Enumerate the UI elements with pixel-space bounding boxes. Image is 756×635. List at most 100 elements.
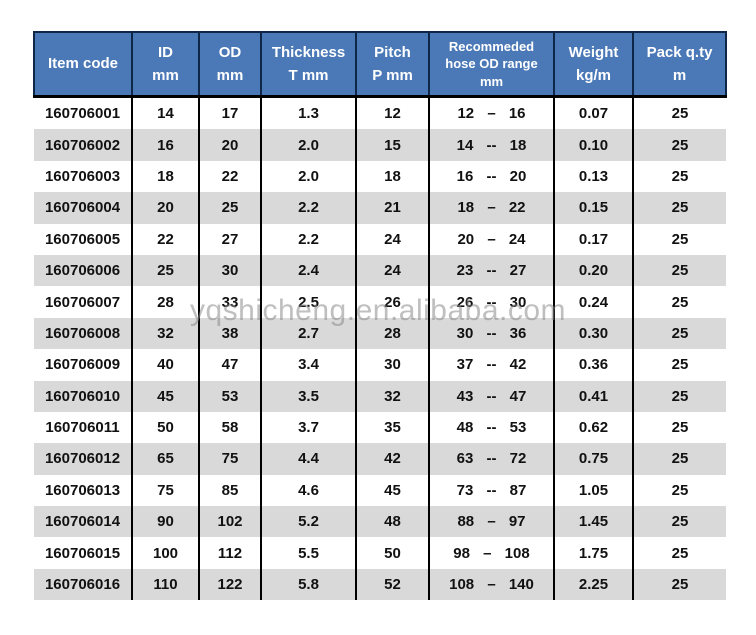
cell-hose-od-range: 23 -- 27: [428, 254, 555, 287]
cell-item-code: 160706012: [34, 443, 133, 475]
cell-pack-qty: 25: [632, 96, 726, 130]
column-header-label: Pitch P mm: [357, 44, 428, 84]
cell-pack-qty: 25: [632, 349, 726, 381]
cell-thickness: 2.4: [260, 254, 357, 287]
cell-item-code: 160706016: [34, 568, 133, 601]
cell-pitch: 32: [355, 380, 430, 412]
cell-id: 65: [131, 443, 200, 475]
header-line: T mm: [288, 66, 329, 84]
cell-hose-od-range: 26 -- 30: [428, 286, 555, 318]
cell-od: 17: [198, 96, 262, 130]
table-header: Item code ID mm OD mm Thickness T mm Pitch P mm R…: [33, 31, 727, 98]
cell-item-code: 160706008: [34, 317, 133, 350]
cell-weight: 2.25: [553, 568, 634, 601]
table-row: 160706014 90 102 5.2 48 88 – 97 1.45 25: [34, 506, 726, 538]
cell-hose-od-range: 43 -- 47: [428, 380, 555, 412]
cell-od: 112: [198, 537, 262, 569]
cell-thickness: 2.2: [260, 223, 357, 255]
cell-od: 22: [198, 160, 262, 193]
cell-weight: 0.10: [553, 129, 634, 161]
cell-item-code: 160706002: [34, 129, 133, 161]
cell-od: 102: [198, 506, 262, 538]
cell-item-code: 160706015: [34, 537, 133, 569]
cell-weight: 0.30: [553, 317, 634, 350]
cell-pitch: 48: [355, 506, 430, 538]
cell-pitch: 24: [355, 223, 430, 255]
cell-weight: 0.41: [553, 380, 634, 412]
table-row: 160706005 22 27 2.2 24 20 – 24 0.17 25: [34, 223, 726, 255]
cell-pack-qty: 25: [632, 317, 726, 350]
cell-id: 14: [131, 96, 200, 130]
cell-thickness: 2.0: [260, 160, 357, 193]
cell-id: 20: [131, 192, 200, 224]
column-header-id: ID mm: [131, 31, 200, 98]
cell-pack-qty: 25: [632, 254, 726, 287]
header-line: kg/m: [575, 66, 611, 84]
cell-pack-qty: 25: [632, 223, 726, 255]
cell-id: 50: [131, 411, 200, 444]
header-line: OD: [218, 43, 242, 61]
cell-weight: 0.15: [553, 192, 634, 224]
cell-pack-qty: 25: [632, 380, 726, 412]
column-header-label: Item code: [35, 56, 131, 72]
cell-id: 28: [131, 286, 200, 318]
cell-od: 33: [198, 286, 262, 318]
cell-thickness: 4.4: [260, 443, 357, 475]
cell-hose-od-range: 88 – 97: [428, 506, 555, 538]
cell-hose-od-range: 108 – 140: [428, 568, 555, 601]
cell-od: 27: [198, 223, 262, 255]
cell-pitch: 45: [355, 474, 430, 507]
table-row: 160706008 32 38 2.7 28 30 -- 36 0.30 25: [34, 317, 726, 350]
cell-hose-od-range: 16 -- 20: [428, 160, 555, 193]
cell-weight: 0.13: [553, 160, 634, 193]
table-row: 160706016 110 122 5.8 52 108 – 140 2.25 25: [34, 568, 726, 601]
column-header-pack-qty: Pack q.ty m: [632, 31, 727, 98]
cell-id: 32: [131, 317, 200, 350]
cell-weight: 1.75: [553, 537, 634, 569]
header-line: Weight: [568, 43, 619, 61]
cell-thickness: 3.7: [260, 411, 357, 444]
column-header-label: Pack q.ty m: [634, 44, 725, 84]
cell-pitch: 52: [355, 568, 430, 601]
cell-pack-qty: 25: [632, 537, 726, 569]
cell-thickness: 2.5: [260, 286, 357, 318]
table-row: 160706009 40 47 3.4 30 37 -- 42 0.36 25: [34, 349, 726, 381]
cell-pack-qty: 25: [632, 474, 726, 507]
cell-item-code: 160706007: [34, 286, 133, 318]
cell-id: 40: [131, 349, 200, 381]
table-row: 160706002 16 20 2.0 15 14 -- 18 0.10 25: [34, 129, 726, 161]
cell-id: 16: [131, 129, 200, 161]
cell-item-code: 160706010: [34, 380, 133, 412]
cell-id: 110: [131, 568, 200, 601]
cell-pitch: 12: [355, 96, 430, 130]
cell-item-code: 160706011: [34, 411, 133, 444]
cell-weight: 0.24: [553, 286, 634, 318]
cell-pitch: 30: [355, 349, 430, 381]
cell-id: 75: [131, 474, 200, 507]
cell-id: 25: [131, 254, 200, 287]
cell-thickness: 2.7: [260, 317, 357, 350]
cell-weight: 1.05: [553, 474, 634, 507]
cell-hose-od-range: 63 -- 72: [428, 443, 555, 475]
table-row: 160706007 28 33 2.5 26 26 -- 30 0.24 25: [34, 286, 726, 318]
header-line: Recommeded: [448, 38, 535, 54]
cell-pack-qty: 25: [632, 568, 726, 601]
table-row: 160706015 100 112 5.5 50 98 – 108 1.75 25: [34, 537, 726, 569]
column-header-thickness: Thickness T mm: [260, 31, 357, 98]
header-line: P mm: [372, 66, 413, 84]
cell-hose-od-range: 20 – 24: [428, 223, 555, 255]
cell-thickness: 2.0: [260, 129, 357, 161]
column-header-item-code: Item code: [33, 31, 133, 98]
cell-thickness: 1.3: [260, 96, 357, 130]
cell-thickness: 4.6: [260, 474, 357, 507]
cell-id: 18: [131, 160, 200, 193]
cell-weight: 0.36: [553, 349, 634, 381]
cell-od: 85: [198, 474, 262, 507]
header-line: hose OD range: [445, 56, 538, 72]
column-header-label: Recommeded hose OD range mm: [430, 39, 553, 90]
cell-item-code: 160706013: [34, 474, 133, 507]
cell-pack-qty: 25: [632, 506, 726, 538]
cell-item-code: 160706003: [34, 160, 133, 193]
cell-weight: 0.17: [553, 223, 634, 255]
cell-hose-od-range: 18 – 22: [428, 192, 555, 224]
